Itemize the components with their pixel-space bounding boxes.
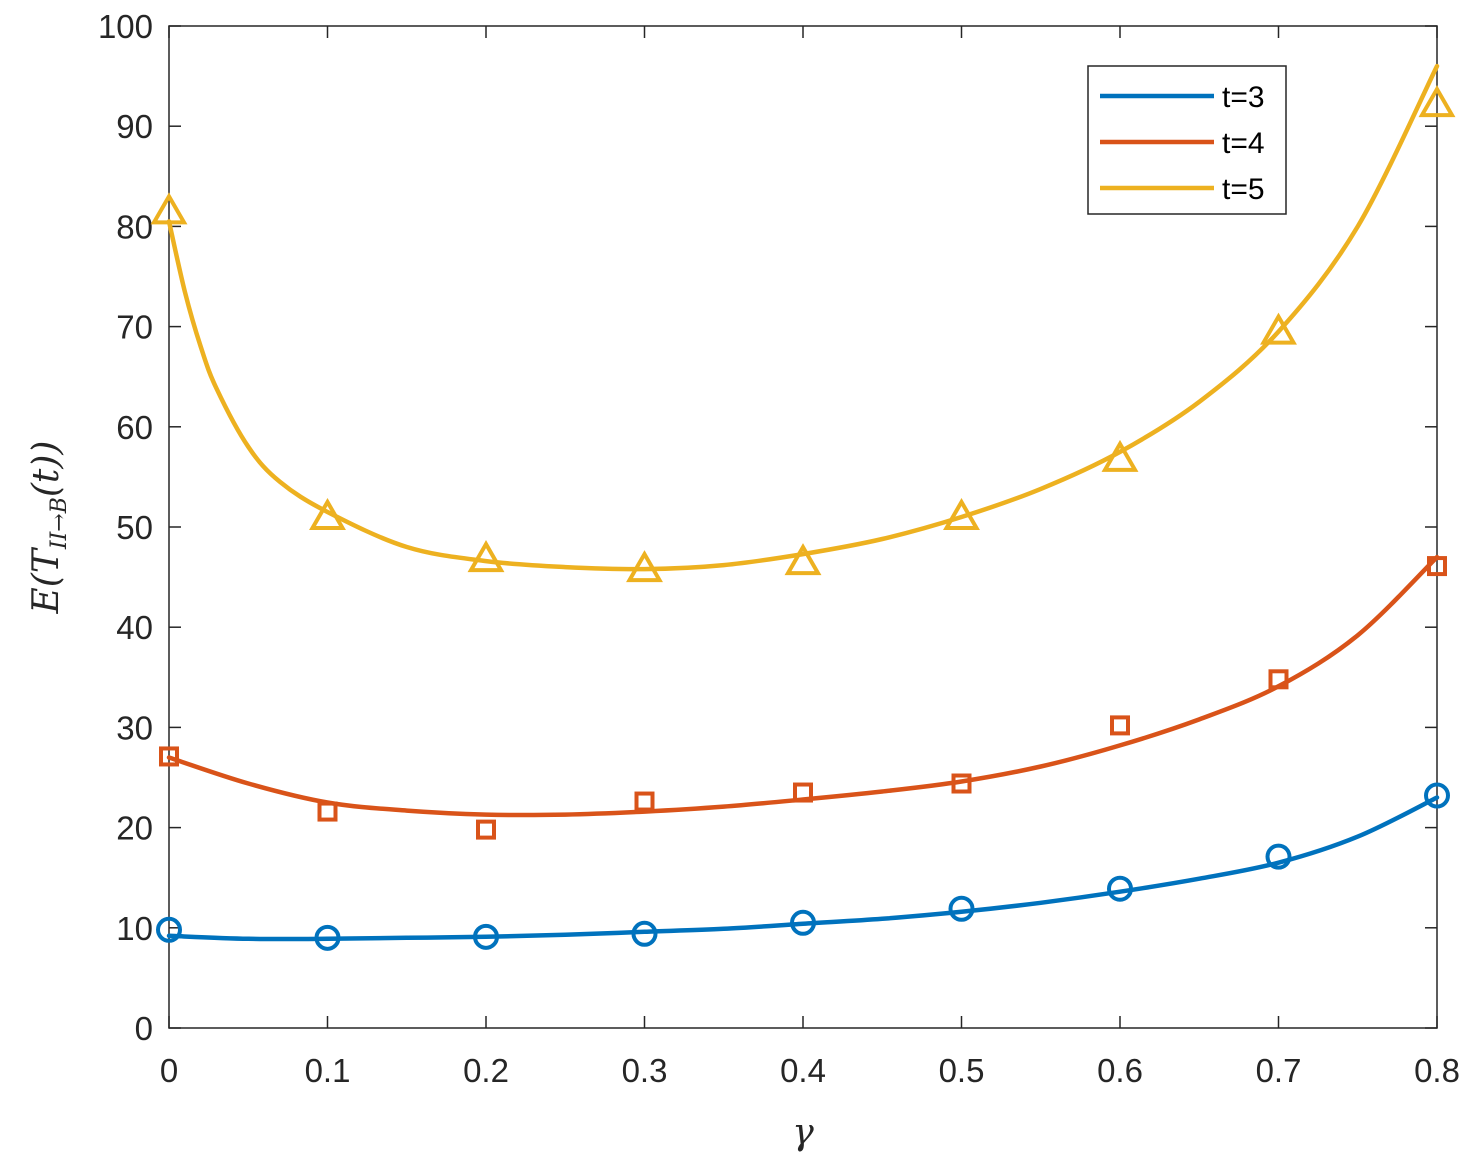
legend-label-t=3: t=3 [1222,81,1265,114]
x-tick-label: 0.3 [622,1052,668,1089]
data-point-t=4 [634,791,655,812]
legend-label-t=4: t=4 [1222,127,1265,160]
y-tick-label: 40 [116,609,153,646]
data-point-t=4 [317,801,338,822]
data-point-t=5 [626,550,663,583]
y-tick-label: 70 [116,309,153,346]
y-tick-label: 0 [135,1010,153,1047]
y-axis-label-main: E(T [26,546,67,614]
data-point-t=5 [784,543,822,576]
series-markers [150,85,1456,951]
data-point-t=4 [1110,715,1130,736]
x-tick-label: 0.8 [1414,1052,1460,1089]
data-point-t=4 [951,773,972,794]
data-point-t=3 [1107,875,1133,902]
x-tick-label: 0.6 [1097,1052,1143,1089]
y-tick-label: 80 [116,208,153,245]
series-line-t=3 [166,795,1440,942]
data-point-t=3 [314,924,341,951]
data-point-t=5 [943,497,980,530]
x-tick-label: 0.2 [463,1052,509,1089]
y-tick-label: 10 [116,910,153,947]
x-tick-label: 0 [160,1052,178,1089]
data-point-t=3 [1265,843,1292,870]
data-point-t=5 [1260,312,1297,345]
legend: t=3 t=4 t=5 [1087,65,1287,215]
y-axis-label-tail: (t)) [26,441,67,498]
data-point-t=5 [1418,85,1456,118]
x-tick-label: 0.7 [1256,1052,1302,1089]
y-tick-label: 50 [116,509,153,546]
data-point-t=3 [1424,782,1450,809]
x-axis-label: γ [792,1112,814,1153]
y-tick-label: 60 [116,409,153,446]
data-point-t=4 [1427,556,1447,577]
y-axis-label: E(TII→B(t)) [26,441,72,615]
data-point-t=4 [793,782,813,803]
series-line-t=5 [166,63,1440,572]
data-point-t=3 [156,916,182,943]
data-point-t=3 [948,895,975,922]
data-point-t=4 [159,746,179,767]
legend-label-t=5: t=5 [1222,173,1265,206]
x-tick-label: 0.5 [939,1052,985,1089]
data-point-t=3 [473,923,499,950]
y-tick-label: 90 [116,108,153,145]
y-tick-label: 100 [98,8,153,45]
axis-ticks: 0 0.1 0.2 0.3 0.4 0.5 0.6 0.7 0.8 0 10 20 30 40 50 60 70… [98,8,1460,1089]
data-point-t=4 [476,819,496,840]
y-tick-label: 20 [116,810,153,847]
x-tick-label: 0.1 [305,1052,351,1089]
data-point-t=3 [790,909,816,936]
data-point-t=4 [1268,669,1289,690]
x-tick-label: 0.4 [780,1052,826,1089]
y-tick-label: 30 [116,709,153,746]
data-point-t=5 [309,497,346,530]
data-point-t=5 [1101,439,1139,472]
data-point-t=5 [467,540,505,573]
data-point-t=3 [631,920,658,947]
y-axis-label-subscript: II→B [47,497,72,550]
data-point-t=5 [150,192,188,225]
